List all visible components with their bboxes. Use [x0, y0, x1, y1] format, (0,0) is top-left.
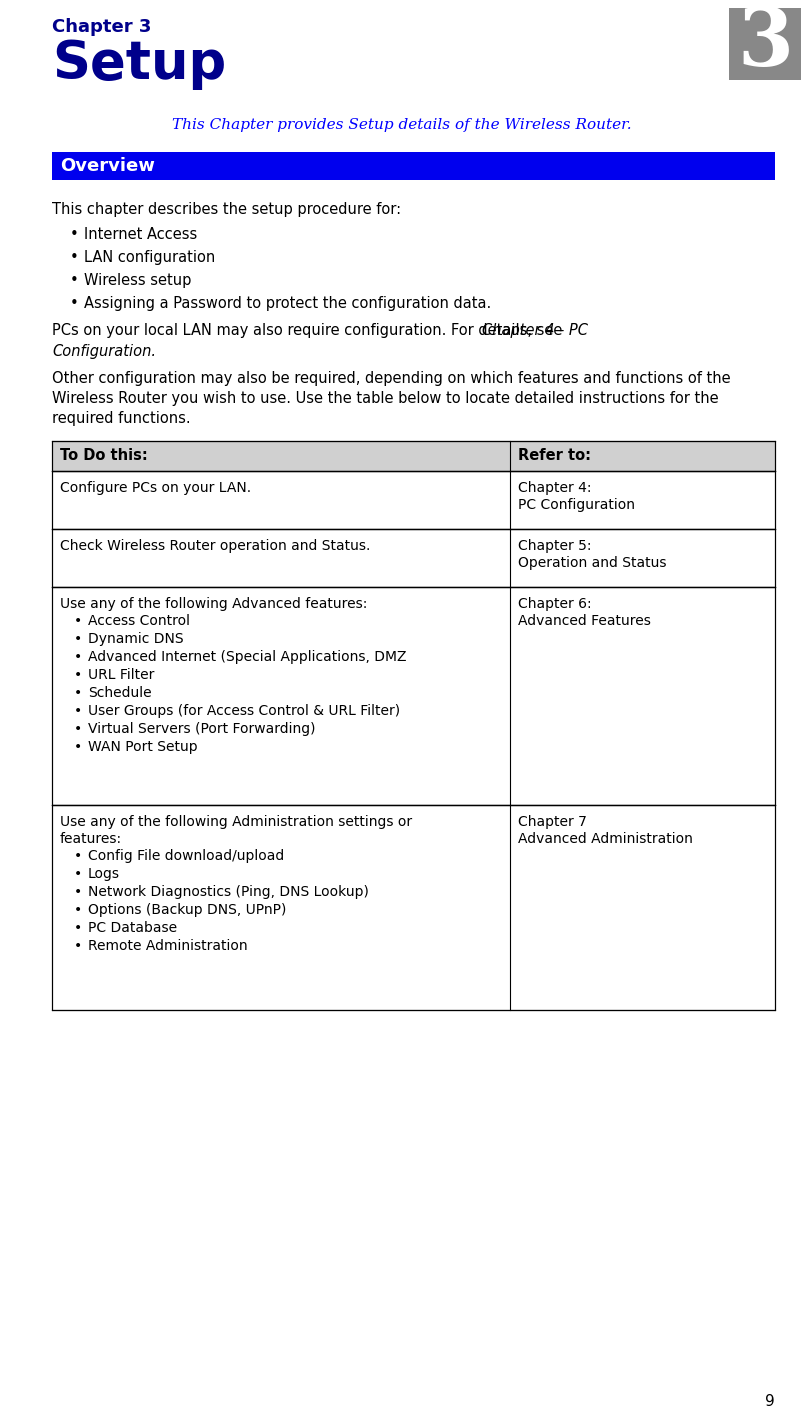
Text: Dynamic DNS: Dynamic DNS: [88, 633, 184, 647]
Text: Internet Access: Internet Access: [84, 227, 197, 241]
Text: •: •: [74, 939, 82, 953]
Text: •: •: [70, 227, 79, 241]
Bar: [52, 441, 774, 472]
Text: Advanced Internet (Special Applications, DMZ: Advanced Internet (Special Applications,…: [88, 650, 406, 664]
Text: •: •: [70, 297, 79, 311]
Text: PC Configuration: PC Configuration: [517, 498, 634, 513]
Text: This chapter describes the setup procedure for:: This chapter describes the setup procedu…: [52, 202, 401, 217]
Text: Check Wireless Router operation and Status.: Check Wireless Router operation and Stat…: [60, 539, 370, 554]
Bar: [52, 152, 774, 179]
Text: •: •: [74, 614, 82, 628]
Text: •: •: [74, 705, 82, 717]
Text: •: •: [74, 722, 82, 736]
Text: Virtual Servers (Port Forwarding): Virtual Servers (Port Forwarding): [88, 722, 315, 736]
Text: URL Filter: URL Filter: [88, 668, 154, 682]
Text: •: •: [74, 849, 82, 863]
Text: Advanced Features: Advanced Features: [517, 614, 650, 628]
Text: Other configuration may also be required, depending on which features and functi: Other configuration may also be required…: [52, 371, 730, 385]
Text: Operation and Status: Operation and Status: [517, 556, 666, 570]
Text: 3: 3: [736, 6, 792, 83]
Text: Chapter 6:: Chapter 6:: [517, 597, 591, 611]
Bar: [52, 587, 774, 805]
Text: Chapter 5:: Chapter 5:: [517, 539, 591, 554]
Text: features:: features:: [60, 832, 122, 846]
Text: 9: 9: [764, 1394, 774, 1409]
Text: Config File download/upload: Config File download/upload: [88, 849, 284, 863]
Text: Options (Backup DNS, UPnP): Options (Backup DNS, UPnP): [88, 904, 286, 916]
Text: •: •: [74, 650, 82, 664]
Text: Refer to:: Refer to:: [517, 449, 590, 463]
Text: Configure PCs on your LAN.: Configure PCs on your LAN.: [60, 481, 251, 496]
Text: Use any of the following Administration settings or: Use any of the following Administration …: [60, 815, 411, 829]
Text: Access Control: Access Control: [88, 614, 190, 628]
Text: •: •: [70, 250, 79, 265]
Text: Chapter 7: Chapter 7: [517, 815, 586, 829]
Text: LAN configuration: LAN configuration: [84, 250, 215, 265]
Text: Assigning a Password to protect the configuration data.: Assigning a Password to protect the conf…: [84, 297, 491, 311]
Text: Overview: Overview: [60, 157, 155, 175]
Text: Wireless Router you wish to use. Use the table below to locate detailed instruct: Wireless Router you wish to use. Use the…: [52, 391, 718, 407]
Bar: [52, 472, 774, 530]
Text: PCs on your local LAN may also require configuration. For details, see: PCs on your local LAN may also require c…: [52, 323, 566, 337]
Text: •: •: [74, 686, 82, 700]
Text: Use any of the following Advanced features:: Use any of the following Advanced featur…: [60, 597, 367, 611]
Text: Advanced Administration: Advanced Administration: [517, 832, 692, 846]
Text: required functions.: required functions.: [52, 411, 190, 426]
Text: •: •: [74, 885, 82, 899]
Text: Chapter 4 - PC: Chapter 4 - PC: [481, 323, 587, 337]
Text: •: •: [70, 273, 79, 288]
Text: Network Diagnostics (Ping, DNS Lookup): Network Diagnostics (Ping, DNS Lookup): [88, 885, 368, 899]
Text: •: •: [74, 633, 82, 647]
Text: •: •: [74, 904, 82, 916]
Text: PC Database: PC Database: [88, 921, 177, 935]
Text: •: •: [74, 740, 82, 754]
Bar: [728, 8, 800, 80]
Text: Remote Administration: Remote Administration: [88, 939, 247, 953]
Text: Chapter 4:: Chapter 4:: [517, 481, 591, 496]
Text: WAN Port Setup: WAN Port Setup: [88, 740, 197, 754]
Text: Configuration.: Configuration.: [52, 345, 156, 359]
Text: User Groups (for Access Control & URL Filter): User Groups (for Access Control & URL Fi…: [88, 705, 399, 717]
Text: •: •: [74, 668, 82, 682]
Text: To Do this:: To Do this:: [60, 449, 148, 463]
Text: •: •: [74, 921, 82, 935]
Text: Wireless setup: Wireless setup: [84, 273, 191, 288]
Text: Logs: Logs: [88, 867, 119, 881]
Text: Chapter 3: Chapter 3: [52, 18, 152, 35]
Bar: [52, 530, 774, 587]
Text: •: •: [74, 867, 82, 881]
Bar: [52, 805, 774, 1010]
Text: Schedule: Schedule: [88, 686, 152, 700]
Text: This Chapter provides Setup details of the Wireless Router.: This Chapter provides Setup details of t…: [172, 119, 630, 131]
Text: Setup: Setup: [52, 38, 226, 90]
